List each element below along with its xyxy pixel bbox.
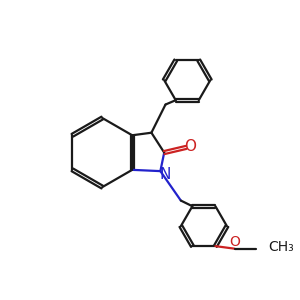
Text: O: O	[184, 139, 196, 154]
Text: CH₃: CH₃	[268, 240, 294, 254]
Text: O: O	[229, 235, 240, 248]
Text: N: N	[159, 167, 171, 182]
